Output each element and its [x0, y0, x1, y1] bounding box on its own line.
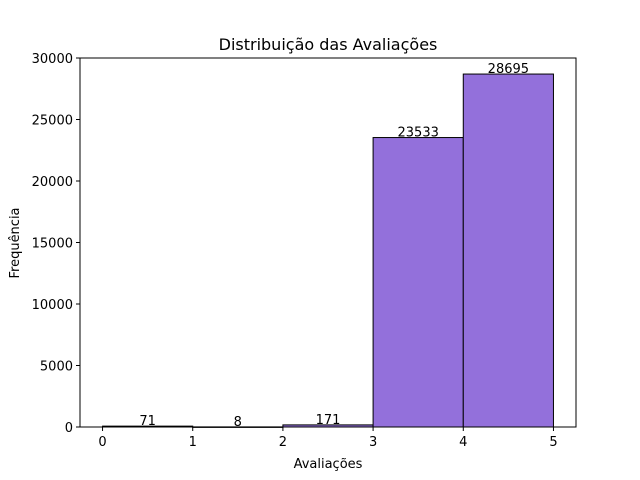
bar-label-2: 171 — [316, 413, 341, 428]
chart-title: Distribuição das Avaliações — [219, 35, 438, 54]
x-tick-label-0: 0 — [98, 435, 106, 450]
x-axis: 0 1 2 3 4 5 — [98, 427, 558, 450]
y-tick-label-4: 20000 — [32, 175, 73, 190]
bar-labels: 71 8 171 23533 28695 — [139, 62, 529, 430]
bar-label-1: 8 — [234, 415, 242, 430]
y-tick-label-6: 30000 — [32, 52, 73, 67]
x-tick-label-2: 2 — [279, 435, 287, 450]
bar-4 — [462, 73, 554, 428]
y-tick-label-1: 5000 — [40, 360, 73, 375]
y-tick-label-5: 25000 — [32, 114, 73, 129]
y-tick-label-2: 10000 — [32, 298, 73, 313]
y-tick-label-3: 15000 — [32, 237, 73, 252]
y-axis-label: Frequência — [8, 207, 23, 278]
x-tick-label-3: 3 — [369, 435, 377, 450]
bar-label-3: 23533 — [398, 126, 439, 141]
y-tick-label-0: 0 — [65, 421, 73, 436]
bar-3 — [372, 137, 464, 428]
bar-label-4: 28695 — [488, 62, 529, 77]
x-axis-label: Avaliações — [294, 457, 363, 472]
y-axis: 0 5000 10000 15000 20000 25000 30000 — [32, 52, 80, 436]
x-tick-label-1: 1 — [189, 435, 197, 450]
x-tick-label-5: 5 — [549, 435, 557, 450]
x-tick-label-4: 4 — [459, 435, 467, 450]
bar-label-0: 71 — [139, 414, 156, 429]
bars-layer — [102, 73, 554, 428]
